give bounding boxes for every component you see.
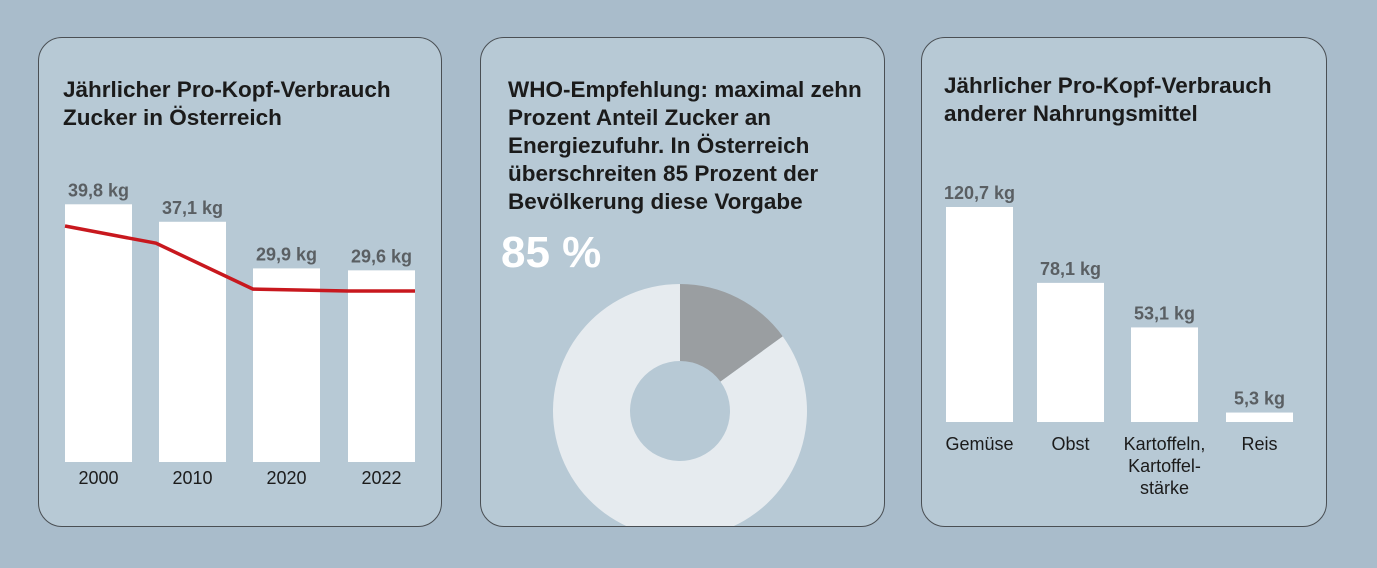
x-tick-label: 2022	[361, 468, 401, 488]
x-tick-label: Obst	[1051, 434, 1089, 454]
bar-value-label: 29,6 kg	[351, 246, 412, 266]
food-chart-title: Jährlicher Pro-Kopf-Verbrauch anderer Na…	[944, 73, 1272, 126]
bar-gemüse	[946, 207, 1013, 422]
trend-line	[64, 224, 415, 293]
bar-2000	[65, 204, 132, 463]
bar-kartoffeln	[1131, 327, 1198, 422]
bar-2020	[253, 268, 320, 462]
other-food-panel: Jährlicher Pro-Kopf-Verbrauch anderer Na…	[921, 37, 1327, 527]
bar-2022	[348, 270, 415, 462]
x-tick-label: Reis	[1241, 434, 1277, 454]
donut-percentage-label: 85 %	[501, 228, 602, 277]
bar-value-label: 53,1 kg	[1134, 303, 1195, 323]
bar-2010	[159, 221, 226, 462]
x-tick-label: 2000	[78, 468, 118, 488]
x-tick-label: Gemüse	[945, 434, 1013, 454]
bar-value-label: 5,3 kg	[1234, 389, 1285, 409]
donut-slice-85-percent	[553, 284, 807, 526]
x-tick-label: 2010	[172, 468, 212, 488]
x-tick-label: stärke	[1140, 478, 1189, 498]
x-tick-label: Kartoffel-	[1128, 456, 1201, 476]
bar-obst	[1037, 282, 1104, 422]
bar-value-label: 29,9 kg	[256, 244, 317, 264]
sugar-bar-chart: 39,8 kg 2000 37,1 kg 2010 29,9 kg 2020 29,6 kg…	[64, 180, 415, 488]
bar-value-label: 37,1 kg	[162, 198, 223, 218]
bar-reis	[1226, 412, 1293, 422]
who-title: WHO-Empfehlung: maximal zehn Prozent Ant…	[508, 77, 862, 214]
bar-value-label: 120,7 kg	[944, 183, 1015, 203]
who-recommendation-panel: WHO-Empfehlung: maximal zehn Prozent Ant…	[480, 37, 885, 527]
bar-value-label: 78,1 kg	[1040, 259, 1101, 279]
bar-value-label: 39,8 kg	[68, 180, 129, 200]
x-tick-label: 2020	[266, 468, 306, 488]
food-bar-chart: 120,7 kg Gemüse 78,1 kg Obst 53,1 kg Kartoffe…	[944, 183, 1293, 498]
donut-chart	[553, 284, 807, 526]
sugar-consumption-panel: Jährlicher Pro-Kopf-Verbrauch Zucker in …	[38, 37, 442, 527]
donut-slice-remaining	[680, 284, 783, 382]
sugar-chart-title: Jährlicher Pro-Kopf-Verbrauch Zucker in …	[63, 77, 391, 130]
x-tick-label: Kartoffeln,	[1124, 434, 1206, 454]
